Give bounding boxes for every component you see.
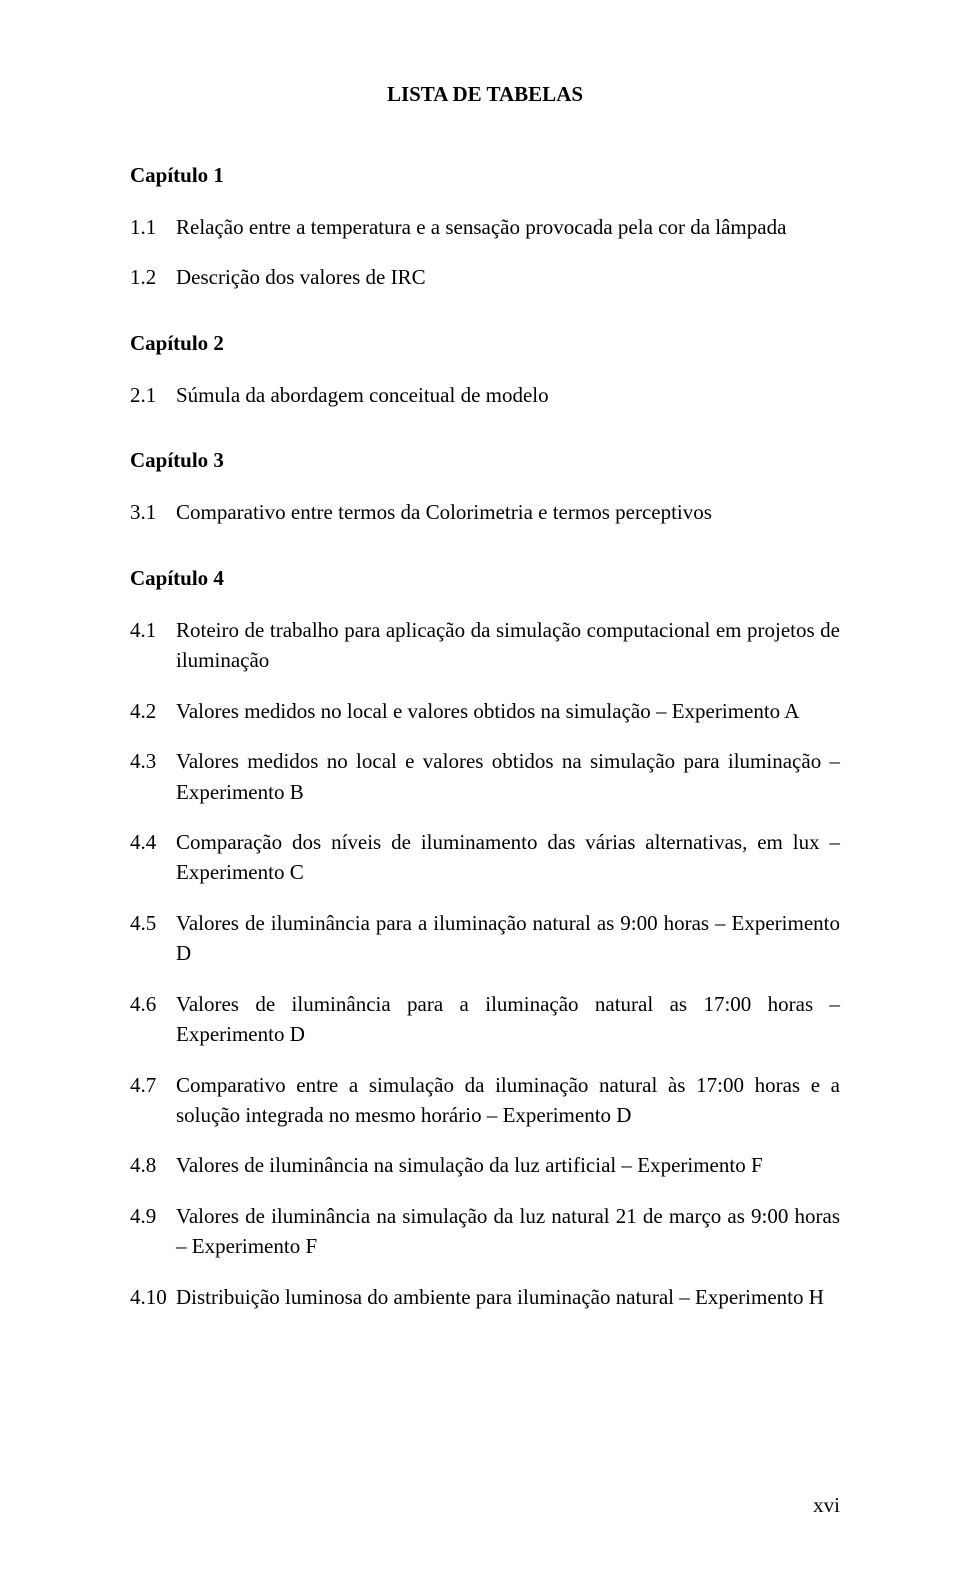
- entry-text: Valores de iluminância para a iluminação…: [176, 989, 840, 1050]
- chapter-section-2: Capítulo 2 2.1 Súmula da abordagem conce…: [130, 331, 840, 410]
- table-entry: 4.7 Comparativo entre a simulação da ilu…: [130, 1070, 840, 1131]
- table-entry: 4.5 Valores de iluminância para a ilumin…: [130, 908, 840, 969]
- entry-number: 4.5: [130, 908, 176, 969]
- table-entry: 4.3 Valores medidos no local e valores o…: [130, 746, 840, 807]
- table-entry: 4.8 Valores de iluminância na simulação …: [130, 1150, 840, 1180]
- table-entry: 2.1 Súmula da abordagem conceitual de mo…: [130, 380, 840, 410]
- table-entry: 4.6 Valores de iluminância para a ilumin…: [130, 989, 840, 1050]
- table-entry: 4.10 Distribuição luminosa do ambiente p…: [130, 1282, 840, 1312]
- entry-text: Valores medidos no local e valores obtid…: [176, 746, 840, 807]
- entry-text: Comparação dos níveis de iluminamento da…: [176, 827, 840, 888]
- entry-number: 4.10: [130, 1282, 176, 1312]
- entry-number: 4.9: [130, 1201, 176, 1262]
- table-entry: 3.1 Comparativo entre termos da Colorime…: [130, 497, 840, 527]
- entry-number: 4.2: [130, 696, 176, 726]
- entry-text: Descrição dos valores de IRC: [176, 262, 840, 292]
- entry-number: 4.7: [130, 1070, 176, 1131]
- entry-text: Valores medidos no local e valores obtid…: [176, 696, 840, 726]
- entry-number: 1.1: [130, 212, 176, 242]
- entry-number: 4.3: [130, 746, 176, 807]
- table-entry: 1.1 Relação entre a temperatura e a sens…: [130, 212, 840, 242]
- entry-number: 2.1: [130, 380, 176, 410]
- entry-text: Valores de iluminância para a iluminação…: [176, 908, 840, 969]
- entry-text: Roteiro de trabalho para aplicação da si…: [176, 615, 840, 676]
- entry-text: Comparativo entre termos da Colorimetria…: [176, 497, 840, 527]
- entry-number: 4.6: [130, 989, 176, 1050]
- entry-number: 4.1: [130, 615, 176, 676]
- table-entry: 1.2 Descrição dos valores de IRC: [130, 262, 840, 292]
- chapter-heading: Capítulo 1: [130, 163, 840, 188]
- page-number: xvi: [813, 1493, 840, 1518]
- entry-text: Relação entre a temperatura e a sensação…: [176, 212, 840, 242]
- entry-text: Distribuição luminosa do ambiente para i…: [176, 1282, 840, 1312]
- entry-text: Valores de iluminância na simulação da l…: [176, 1201, 840, 1262]
- chapter-section-1: Capítulo 1 1.1 Relação entre a temperatu…: [130, 163, 840, 293]
- table-entry: 4.9 Valores de iluminância na simulação …: [130, 1201, 840, 1262]
- entry-number: 4.8: [130, 1150, 176, 1180]
- entry-text: Súmula da abordagem conceitual de modelo: [176, 380, 840, 410]
- entry-number: 4.4: [130, 827, 176, 888]
- entry-number: 1.2: [130, 262, 176, 292]
- table-entry: 4.4 Comparação dos níveis de iluminament…: [130, 827, 840, 888]
- page-title: LISTA DE TABELAS: [130, 82, 840, 107]
- table-entry: 4.1 Roteiro de trabalho para aplicação d…: [130, 615, 840, 676]
- chapter-heading: Capítulo 4: [130, 566, 840, 591]
- chapter-heading: Capítulo 3: [130, 448, 840, 473]
- chapter-section-4: Capítulo 4 4.1 Roteiro de trabalho para …: [130, 566, 840, 1312]
- entry-text: Comparativo entre a simulação da ilumina…: [176, 1070, 840, 1131]
- document-page: LISTA DE TABELAS Capítulo 1 1.1 Relação …: [0, 0, 960, 1574]
- entry-number: 3.1: [130, 497, 176, 527]
- chapter-heading: Capítulo 2: [130, 331, 840, 356]
- entry-text: Valores de iluminância na simulação da l…: [176, 1150, 840, 1180]
- table-entry: 4.2 Valores medidos no local e valores o…: [130, 696, 840, 726]
- chapter-section-3: Capítulo 3 3.1 Comparativo entre termos …: [130, 448, 840, 527]
